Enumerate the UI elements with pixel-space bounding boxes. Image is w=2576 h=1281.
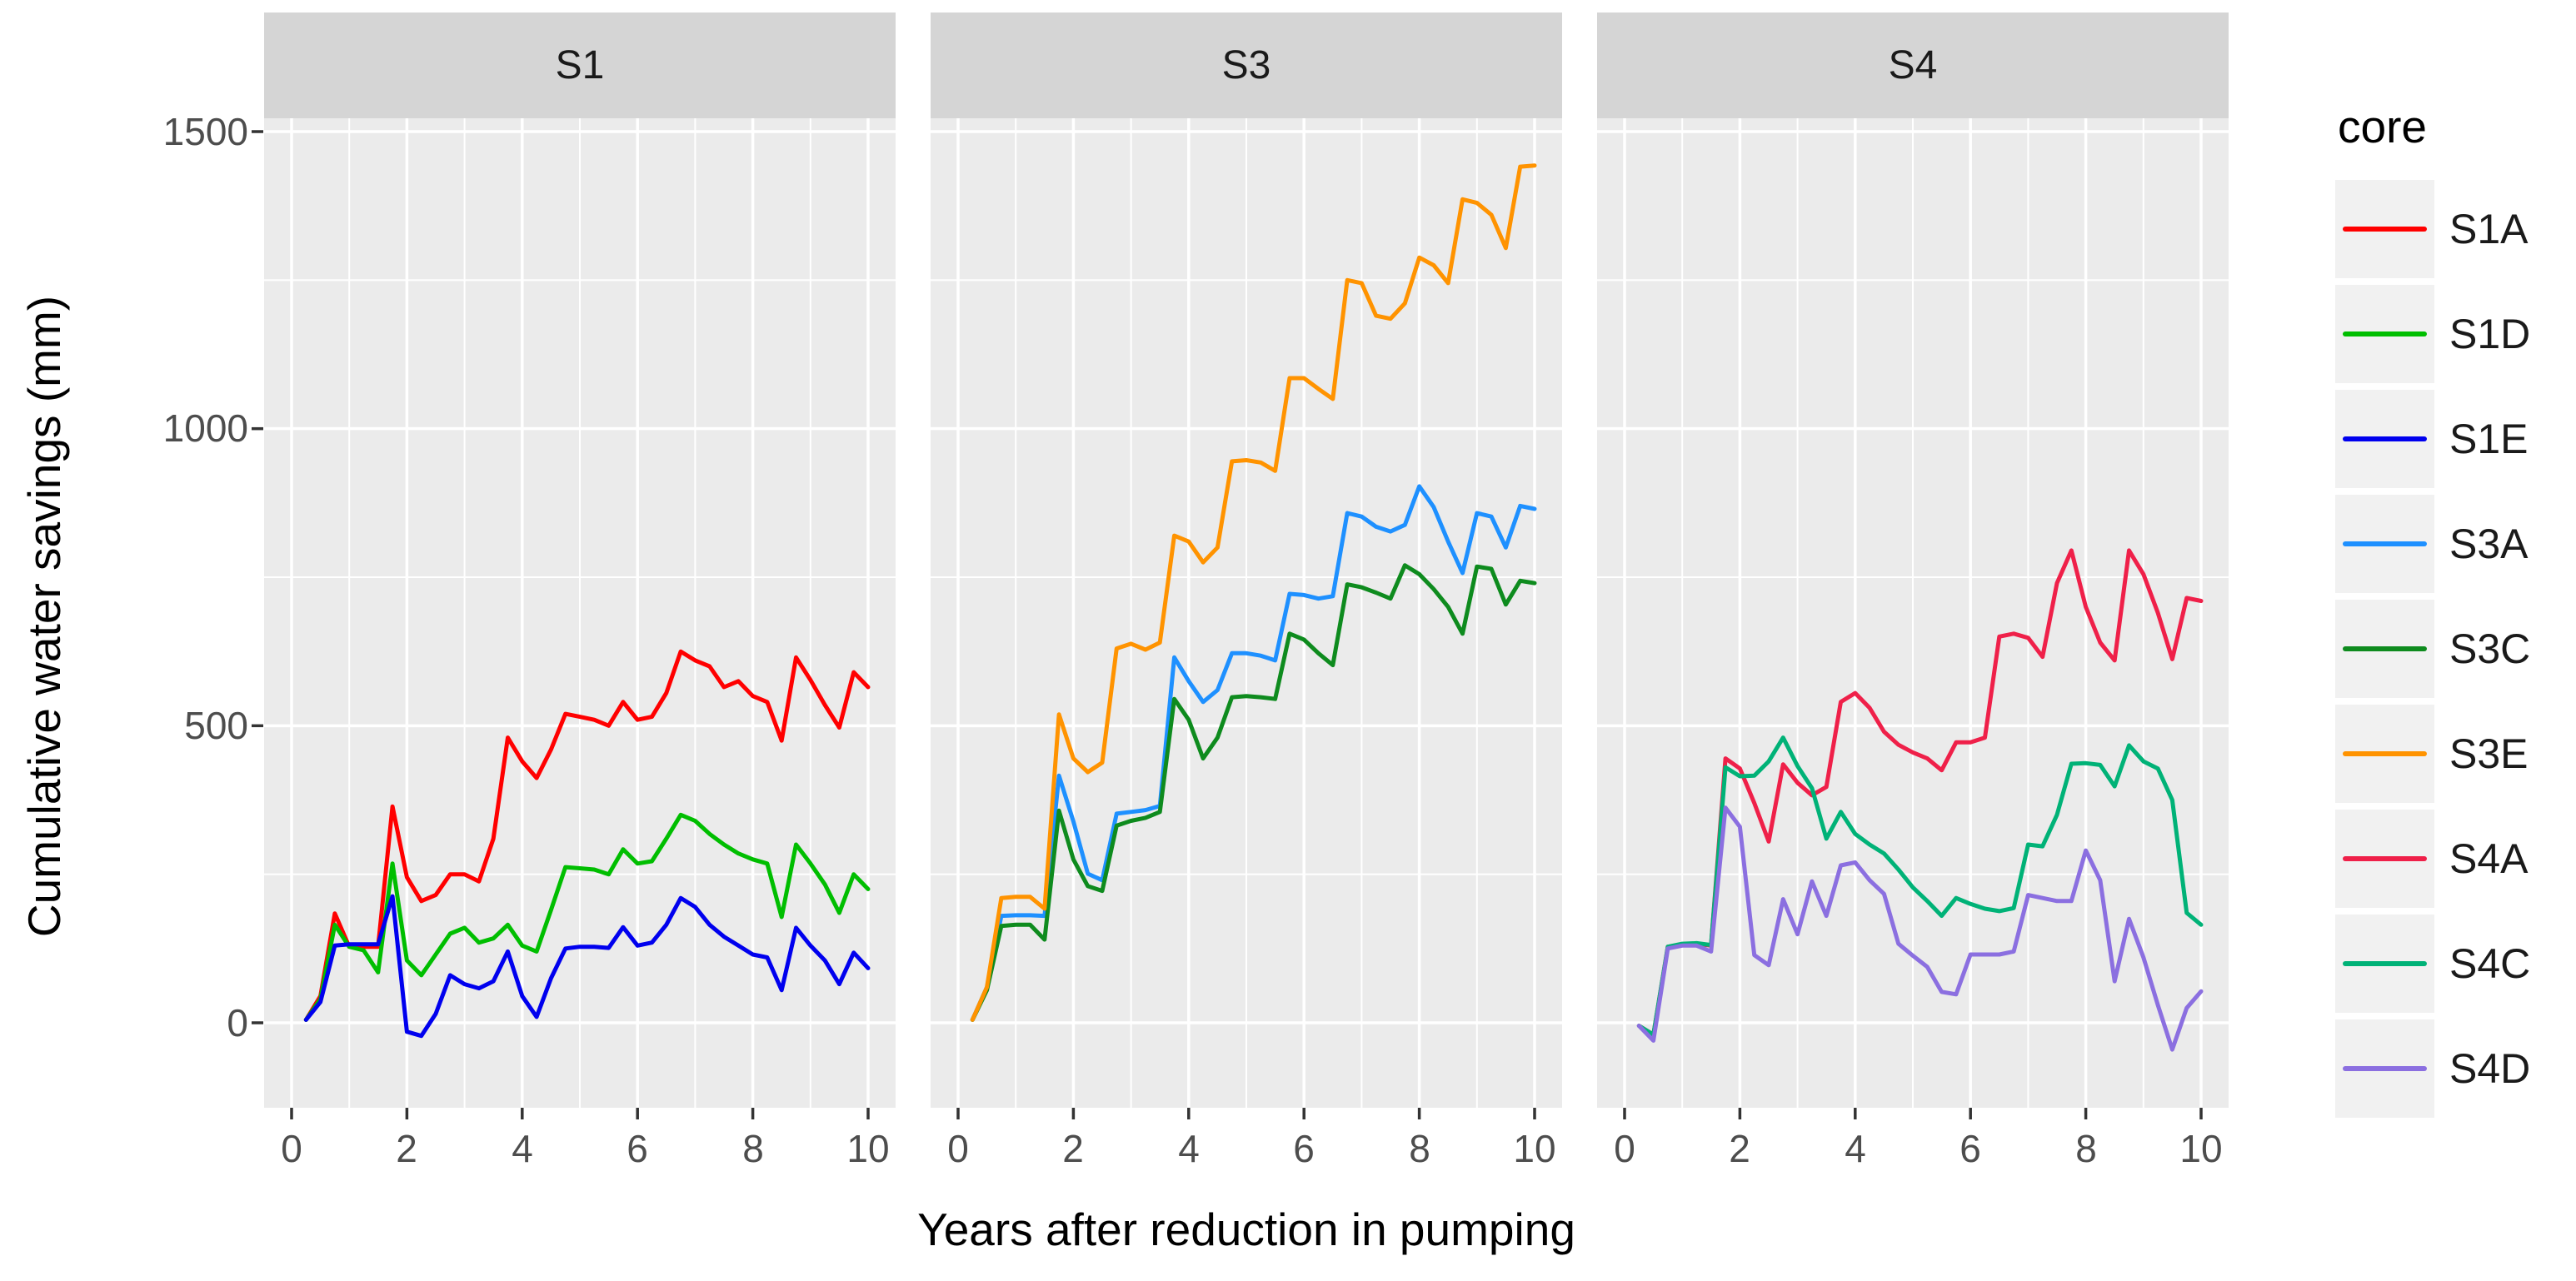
legend-line-swatch-s3e	[2343, 751, 2427, 756]
legend: core S1A S1D S1E S3A S3C S3E S4A	[2335, 0, 2576, 1281]
x-tick-p2-10: 10	[1513, 1127, 1556, 1170]
x-tick-p3-10: 10	[2179, 1127, 2223, 1170]
legend-label-s4a: S4A	[2449, 835, 2529, 882]
panel-s3	[931, 12, 1562, 1119]
facet-strip-s4: S4	[1888, 43, 1938, 87]
legend-label-s4c: S4C	[2449, 940, 2531, 987]
legend-key-s4c	[2335, 915, 2434, 1013]
x-tick-p2-2: 2	[1062, 1127, 1084, 1170]
y-tick-label-1500: 1500	[162, 110, 248, 153]
panel-s1	[264, 12, 896, 1119]
line-s1a	[303, 649, 871, 1022]
legend-key-s3a	[2335, 495, 2434, 593]
x-tick-p2-8: 8	[1409, 1127, 1430, 1170]
legend-title: core	[2338, 101, 2427, 152]
x-tick-p1-4: 4	[512, 1127, 533, 1170]
legend-key-s1d	[2335, 285, 2434, 383]
y-tick-label-0: 0	[227, 1001, 248, 1044]
x-tick-p1-8: 8	[742, 1127, 764, 1170]
legend-label-s3a: S3A	[2449, 521, 2529, 567]
x-tick-p1-0: 0	[281, 1127, 302, 1170]
x-tick-p3-0: 0	[1614, 1127, 1635, 1170]
legend-label-s1a: S1A	[2449, 206, 2529, 252]
x-tick-p2-6: 6	[1293, 1127, 1315, 1170]
x-tick-p3-2: 2	[1729, 1127, 1750, 1170]
y-tick-label-1000: 1000	[162, 406, 248, 450]
y-tick-label-500: 500	[184, 704, 248, 747]
legend-label-s4d: S4D	[2449, 1045, 2531, 1092]
legend-key-s4d	[2335, 1019, 2434, 1118]
x-tick-p1-10: 10	[846, 1127, 890, 1170]
legend-line-swatch-s3a	[2343, 541, 2427, 546]
line-s3c	[970, 563, 1537, 1022]
legend-line-swatch-s1a	[2343, 227, 2427, 232]
legend-line-swatch-s4a	[2343, 856, 2427, 861]
line-s1d	[303, 812, 871, 1022]
line-s4d	[1636, 805, 2204, 1052]
legend-key-s3c	[2335, 600, 2434, 698]
x-tick-p3-4: 4	[1845, 1127, 1866, 1170]
legend-line-swatch-s1e	[2343, 436, 2427, 441]
legend-label-s1e: S1E	[2449, 416, 2529, 462]
y-axis-title: Cumulative water savings (mm)	[18, 295, 70, 938]
panel-s4	[1597, 12, 2229, 1119]
legend-key-s1e	[2335, 390, 2434, 488]
x-tick-p3-6: 6	[1959, 1127, 1981, 1170]
legend-line-swatch-s4c	[2343, 961, 2427, 966]
line-s1e	[303, 894, 871, 1039]
facet-strip-s3: S3	[1221, 43, 1271, 87]
legend-line-swatch-s4d	[2343, 1066, 2427, 1071]
x-tick-p1-2: 2	[396, 1127, 417, 1170]
legend-label-s3c: S3C	[2449, 626, 2531, 672]
x-tick-p3-8: 8	[2075, 1127, 2097, 1170]
legend-label-s3e: S3E	[2449, 730, 2529, 777]
line-s4c	[1636, 735, 2204, 1037]
legend-key-s3e	[2335, 705, 2434, 803]
x-tick-p2-0: 0	[947, 1127, 969, 1170]
legend-label-s1d: S1D	[2449, 311, 2531, 357]
legend-key-s4a	[2335, 810, 2434, 908]
x-axis-title: Years after reduction in pumping	[917, 1204, 1575, 1255]
legend-line-swatch-s1d	[2343, 331, 2427, 336]
x-tick-p2-4: 4	[1178, 1127, 1200, 1170]
x-tick-p1-6: 6	[627, 1127, 648, 1170]
line-s4a	[1636, 548, 2204, 1037]
line-s3a	[970, 484, 1537, 1022]
legend-key-s1a	[2335, 180, 2434, 278]
legend-line-swatch-s3c	[2343, 646, 2427, 651]
facet-strip-s1: S1	[555, 43, 605, 87]
line-s3e	[970, 163, 1537, 1022]
